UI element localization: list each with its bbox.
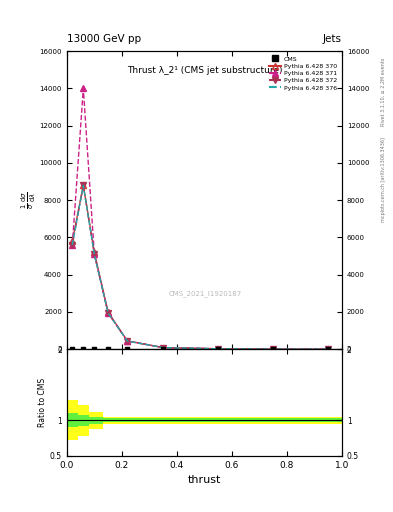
CMS (270, 345, 276, 353)
Pythia 6.428 370 (161, 345, 165, 351)
Pythia 6.428 372 (81, 182, 86, 188)
Bar (259, 417, 314, 424)
CMS (69, 345, 75, 353)
Pythia 6.428 376 (161, 345, 165, 351)
Pythia 6.428 370 (326, 346, 331, 352)
Pythia 6.428 370 (106, 309, 110, 315)
Pythia 6.428 371 (125, 338, 130, 344)
Pythia 6.428 372 (326, 346, 331, 352)
Bar (116, 417, 149, 424)
Bar (149, 417, 204, 424)
Pythia 6.428 370 (70, 238, 75, 244)
CMS (80, 345, 86, 353)
CMS (215, 345, 221, 353)
Pythia 6.428 376 (106, 310, 110, 316)
Bar (149, 418, 204, 422)
Bar (259, 418, 314, 422)
Pythia 6.428 371 (81, 86, 86, 92)
Pythia 6.428 370 (216, 346, 220, 352)
Pythia 6.428 370 (81, 182, 86, 188)
Pythia 6.428 372 (216, 346, 220, 352)
Line: Pythia 6.428 371: Pythia 6.428 371 (70, 86, 331, 352)
Pythia 6.428 376 (271, 346, 275, 352)
Pythia 6.428 371 (271, 346, 275, 352)
Text: CMS_2021_I1920187: CMS_2021_I1920187 (169, 291, 242, 297)
Bar (103, 417, 116, 424)
Bar (204, 417, 259, 424)
Line: Pythia 6.428 376: Pythia 6.428 376 (72, 185, 328, 349)
Pythia 6.428 370 (125, 338, 130, 344)
Pythia 6.428 372 (106, 310, 110, 316)
Bar (78, 404, 89, 436)
Pythia 6.428 371 (70, 242, 75, 248)
Pythia 6.428 376 (326, 346, 331, 352)
CMS (325, 345, 331, 353)
Pythia 6.428 371 (106, 310, 110, 316)
Pythia 6.428 376 (81, 182, 86, 188)
Pythia 6.428 372 (92, 251, 97, 258)
Bar (78, 415, 89, 426)
Bar (116, 418, 149, 422)
Bar (67, 400, 78, 440)
CMS (105, 345, 111, 353)
Pythia 6.428 376 (125, 338, 130, 344)
Bar (204, 418, 259, 422)
Pythia 6.428 376 (216, 346, 220, 352)
Pythia 6.428 371 (216, 346, 220, 352)
Pythia 6.428 372 (70, 242, 75, 248)
Bar (67, 413, 78, 428)
Bar (103, 418, 116, 422)
Line: Pythia 6.428 372: Pythia 6.428 372 (70, 183, 331, 352)
Pythia 6.428 371 (92, 251, 97, 258)
Bar (314, 417, 342, 424)
Y-axis label: Ratio to CMS: Ratio to CMS (38, 378, 47, 427)
Pythia 6.428 371 (161, 345, 165, 351)
Text: Jets: Jets (323, 33, 342, 44)
Y-axis label: $\frac{1}{\sigma}\,\frac{\mathrm{d}\sigma}{\mathrm{d}\lambda}$: $\frac{1}{\sigma}\,\frac{\mathrm{d}\sigm… (20, 191, 38, 209)
Line: Pythia 6.428 370: Pythia 6.428 370 (70, 183, 331, 352)
Pythia 6.428 371 (326, 346, 331, 352)
Text: 13000 GeV pp: 13000 GeV pp (67, 33, 141, 44)
Pythia 6.428 376 (70, 242, 75, 248)
Pythia 6.428 376 (92, 251, 97, 258)
Pythia 6.428 372 (271, 346, 275, 352)
Bar (314, 418, 342, 422)
Bar (89, 412, 103, 429)
Text: mcplots.cern.ch [arXiv:1306.3436]: mcplots.cern.ch [arXiv:1306.3436] (381, 137, 386, 222)
Bar (89, 417, 103, 424)
Pythia 6.428 370 (92, 249, 97, 255)
CMS (160, 345, 166, 353)
CMS (91, 345, 97, 353)
Pythia 6.428 372 (161, 345, 165, 351)
Pythia 6.428 372 (125, 338, 130, 344)
Pythia 6.428 370 (271, 346, 275, 352)
CMS (124, 345, 130, 353)
Legend: CMS, Pythia 6.428 370, Pythia 6.428 371, Pythia 6.428 372, Pythia 6.428 376: CMS, Pythia 6.428 370, Pythia 6.428 371,… (267, 54, 339, 93)
X-axis label: thrust: thrust (188, 475, 221, 485)
Text: Thrust λ_2¹ (CMS jet substructure): Thrust λ_2¹ (CMS jet substructure) (127, 66, 282, 75)
Text: Rivet 3.1.10, ≥ 2.2M events: Rivet 3.1.10, ≥ 2.2M events (381, 58, 386, 126)
